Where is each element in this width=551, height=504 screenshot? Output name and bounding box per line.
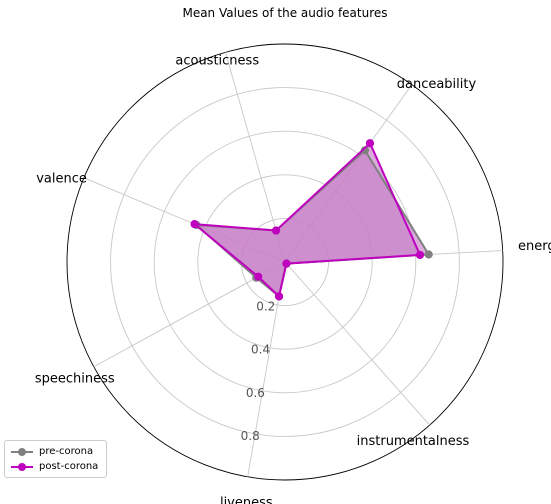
point-post-corona-energy — [415, 250, 425, 260]
grid-circle-3 — [110, 87, 460, 437]
point-post-corona-liveness — [274, 292, 284, 301]
axis-label-speechiness: speechiness — [35, 372, 115, 387]
point-post-corona-valence — [190, 220, 199, 229]
radial-tick-2: 0.6 — [246, 386, 265, 400]
series-fill-post-corona — [194, 143, 420, 297]
chart-title: Mean Values of the audio features — [182, 6, 387, 20]
legend-marker-pre-corona — [18, 447, 26, 456]
radial-tick-0: 0.2 — [256, 299, 275, 313]
grid-circle-1 — [197, 174, 373, 350]
axis-label-acousticness: acousticness — [175, 54, 259, 69]
legend-item-pre-corona: pre-corona — [11, 444, 100, 459]
axis-label-instrumentalness: instrumentalness — [357, 434, 470, 449]
grid-circle-2 — [153, 130, 417, 394]
legend-swatch-post-corona — [11, 462, 33, 472]
legend: pre-corona post-corona — [4, 440, 107, 478]
point-post-corona-acousticness — [271, 226, 281, 235]
axis-label-danceability: danceability — [397, 77, 477, 92]
legend-label-pre-corona: pre-corona — [39, 446, 94, 457]
point-post-corona-speechiness — [254, 272, 263, 281]
radial-tick-3: 0.8 — [241, 429, 260, 443]
axis-spokes — [83, 52, 503, 477]
axis-label-valence: valence — [36, 172, 87, 187]
axis-label-liveness: liveness — [220, 496, 273, 504]
outer-circle — [66, 43, 504, 481]
point-pre-corona-energy — [424, 250, 433, 259]
point-post-corona-instrumentalness — [282, 259, 291, 268]
axis-labels: energy danceability acousticness valence spe… — [35, 54, 551, 504]
spoke-instrumentalness — [284, 261, 430, 426]
radial-tick-labels: 0.2 0.4 0.6 0.8 — [241, 299, 276, 443]
point-post-corona-danceability — [365, 139, 375, 148]
series-layer — [190, 139, 433, 301]
legend-swatch-pre-corona — [11, 447, 33, 457]
legend-marker-post-corona — [18, 462, 26, 471]
series-line-post-corona — [193, 142, 421, 298]
radial-grid — [66, 43, 504, 481]
radial-tick-1: 0.4 — [251, 343, 270, 357]
axis-label-energy: energy — [518, 239, 551, 254]
legend-item-post-corona: post-corona — [11, 459, 100, 474]
legend-label-post-corona: post-corona — [39, 461, 99, 472]
